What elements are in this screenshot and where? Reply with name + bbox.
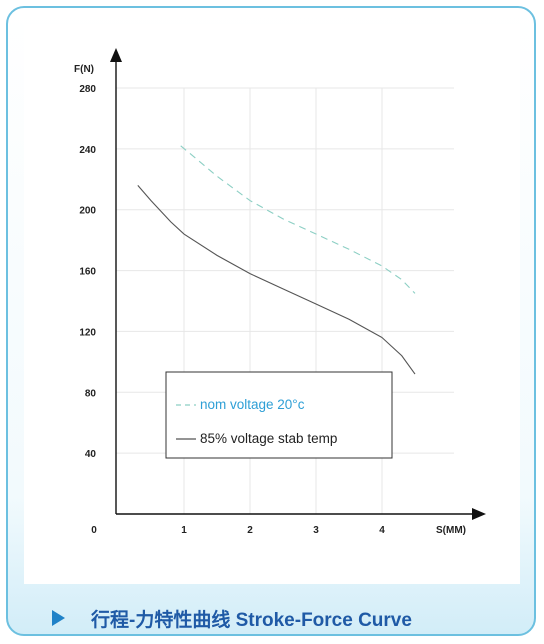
x-tick-label: 1 (181, 525, 187, 536)
figure-caption: 行程-力特性曲线 Stroke-Force Curve (52, 604, 412, 632)
stroke-force-chart: F(N) S(MM) 40 80 120 160 200 240 280 0 1 2 3 4 nom vol… (74, 48, 486, 536)
y-tick-label: 80 (85, 388, 97, 399)
y-tick-label: 40 (85, 449, 97, 460)
series-line-2 (137, 185, 416, 375)
play-arrow-icon (52, 610, 65, 626)
figure-frame: F(N) S(MM) 40 80 120 160 200 240 280 0 1 2 3 4 nom vol… (6, 6, 536, 636)
x-axis-arrow-icon (472, 508, 486, 520)
y-axis-arrow-icon (110, 48, 122, 62)
chart-legend: nom voltage 20°c 85% voltage stab temp (165, 371, 393, 459)
x-tick-label: 4 (379, 525, 385, 536)
y-tick-label: 280 (79, 84, 96, 95)
legend-box (165, 371, 393, 459)
plot-panel: F(N) S(MM) 40 80 120 160 200 240 280 0 1 2 3 4 nom vol… (24, 24, 520, 584)
x-tick-label: 0 (91, 525, 97, 536)
series-line-1 (180, 145, 416, 294)
y-tick-label: 200 (79, 206, 96, 217)
legend-label-2: 85% voltage stab temp (200, 431, 337, 446)
y-tick-label: 240 (79, 145, 96, 156)
x-axis-label: S(MM) (436, 525, 466, 536)
y-axis-label: F(N) (74, 64, 94, 75)
y-tick-label: 160 (79, 267, 96, 278)
x-tick-label: 2 (247, 525, 253, 536)
y-tick-label: 120 (79, 327, 96, 338)
x-tick-label: 3 (313, 525, 319, 536)
caption-title: 行程-力特性曲线 Stroke-Force Curve (91, 609, 412, 631)
legend-label-1: nom voltage 20°c (200, 397, 305, 412)
